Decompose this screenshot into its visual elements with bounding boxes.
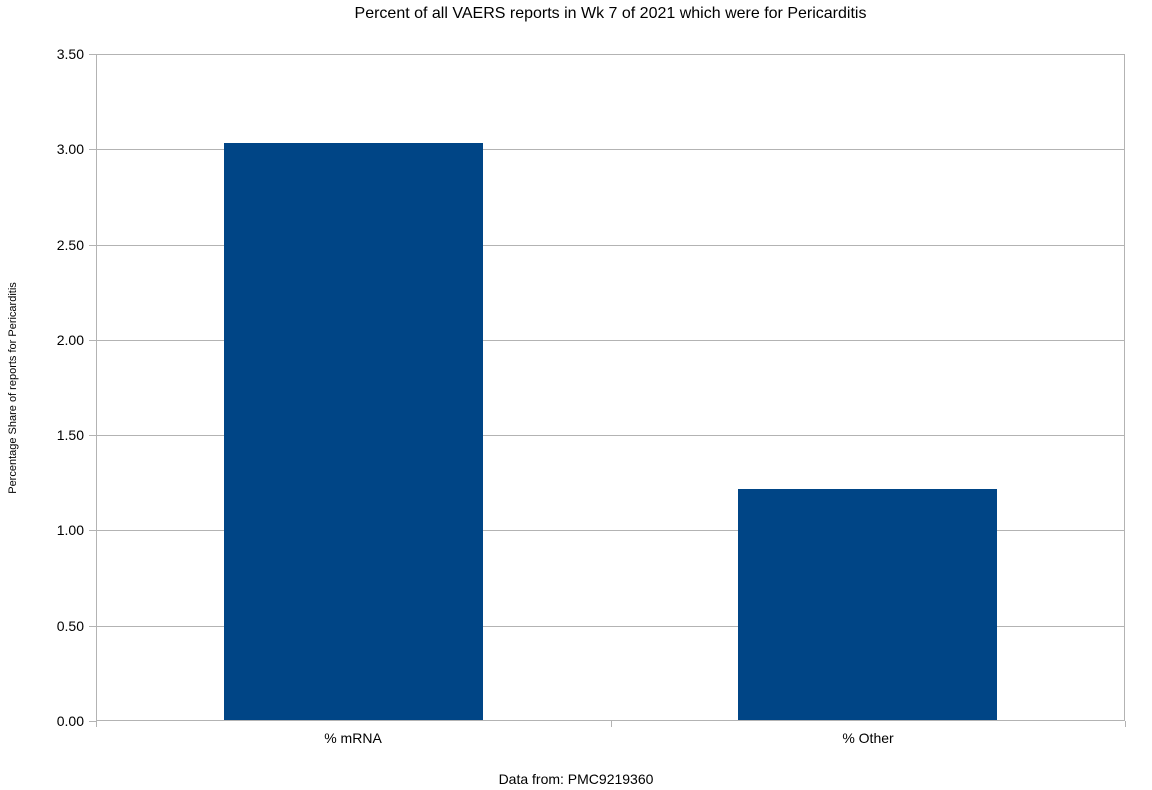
y-axis-title-text: Percentage Share of reports for Pericard… bbox=[7, 281, 20, 494]
x-tick-mark bbox=[611, 721, 612, 727]
y-tick-mark bbox=[89, 245, 96, 246]
plot-area bbox=[96, 54, 1125, 721]
y-tick-mark bbox=[89, 721, 96, 722]
x-category-label: % Other bbox=[842, 730, 894, 746]
chart-title: Percent of all VAERS reports in Wk 7 of … bbox=[354, 5, 867, 22]
y-tick-label: 2.50 bbox=[56, 237, 84, 253]
y-tick-mark bbox=[89, 435, 96, 436]
y-tick-label: 3.50 bbox=[56, 46, 84, 62]
gridline bbox=[97, 149, 1124, 150]
bar-1 bbox=[224, 143, 483, 720]
gridline bbox=[97, 340, 1124, 341]
x-category-label: % mRNA bbox=[324, 730, 382, 746]
y-tick-mark bbox=[89, 626, 96, 627]
y-tick-mark bbox=[89, 54, 96, 55]
x-tick-mark bbox=[96, 721, 97, 727]
y-tick-label: 3.00 bbox=[56, 141, 84, 157]
y-tick-label: 2.00 bbox=[56, 332, 84, 348]
x-tick-mark bbox=[1125, 721, 1126, 727]
bar-2 bbox=[738, 489, 997, 720]
y-tick-mark bbox=[89, 530, 96, 531]
y-tick-label: 0.00 bbox=[56, 713, 84, 729]
y-tick-mark bbox=[89, 340, 96, 341]
gridline bbox=[97, 245, 1124, 246]
y-tick-label: 1.00 bbox=[56, 522, 84, 538]
y-tick-label: 0.50 bbox=[56, 618, 84, 634]
y-tick-label: 1.50 bbox=[56, 427, 84, 443]
gridline bbox=[97, 626, 1124, 627]
gridline bbox=[97, 530, 1124, 531]
y-tick-mark bbox=[89, 149, 96, 150]
gridline bbox=[97, 435, 1124, 436]
data-source-note: Data from: PMC9219360 bbox=[498, 771, 654, 787]
